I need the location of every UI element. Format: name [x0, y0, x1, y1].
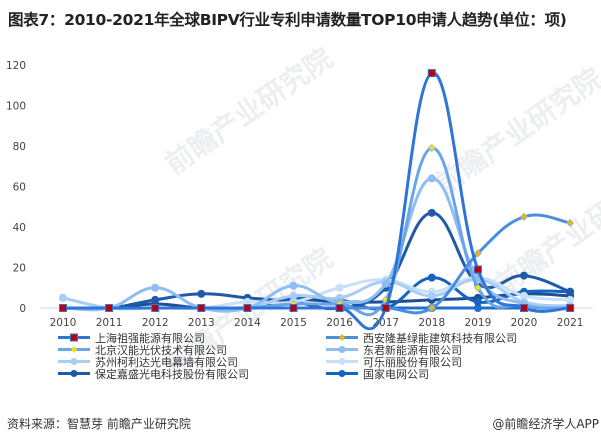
- legend-label: 北京汉能光伏技术有限公司: [95, 343, 227, 357]
- x-tick-label: 2011: [96, 317, 123, 329]
- data-point: [427, 303, 436, 313]
- data-point: [151, 283, 160, 292]
- x-tick-label: 2015: [280, 317, 307, 329]
- x-tick-label: 2014: [234, 317, 261, 329]
- legend-label: 保定嘉盛光电科技股份有限公司: [95, 367, 249, 381]
- y-tick-label: 100: [6, 101, 26, 113]
- data-point: [519, 212, 529, 221]
- chart-title: 图表7：2010-2021年全球BIPV行业专利申请数量TOP10申请人趋势(单…: [8, 11, 567, 29]
- data-point: [427, 273, 436, 282]
- data-point: [59, 304, 67, 312]
- data-point: [289, 304, 298, 312]
- legend-swatch-icon: [326, 346, 358, 353]
- legend-item: 东君新能源有限公司: [324, 343, 462, 357]
- y-tick-label: 120: [6, 60, 26, 72]
- data-point: [427, 208, 436, 217]
- data-point: [243, 297, 252, 306]
- data-point: [566, 304, 575, 312]
- x-tick-label: 2010: [50, 317, 77, 329]
- data-point: [520, 291, 528, 300]
- y-tick-label: 80: [13, 141, 26, 153]
- data-point: [520, 304, 528, 312]
- plot-area: [58, 69, 575, 330]
- y-tick-label: 60: [13, 182, 26, 194]
- legend-swatch-icon: [326, 370, 358, 377]
- legend-swatch-icon: [58, 358, 90, 365]
- series-line: [59, 69, 575, 330]
- legend-label: 苏州柯利达光电幕墙有限公司: [95, 355, 238, 369]
- legend-item: 可乐丽股份有限公司: [324, 355, 462, 369]
- legend-swatch-icon: [326, 358, 358, 365]
- legend-swatch-icon: [58, 370, 90, 377]
- data-point: [381, 279, 390, 288]
- legend-label: 上海祖强能源有限公司: [95, 331, 205, 345]
- data-point: [427, 143, 436, 153]
- data-point: [566, 295, 575, 304]
- source-note: 资料来源：智慧芽 前瞻产业研究院: [7, 417, 191, 431]
- data-point: [566, 287, 575, 296]
- x-tick-label: 2016: [326, 317, 353, 329]
- legend-swatch-icon: [58, 333, 90, 342]
- x-tick-label: 2020: [511, 317, 538, 329]
- data-point: [197, 304, 206, 312]
- data-point: [427, 174, 436, 183]
- data-point: [289, 291, 298, 300]
- data-point: [473, 265, 482, 274]
- data-point: [335, 304, 344, 312]
- legend-label: 可乐丽股份有限公司: [363, 355, 462, 369]
- data-point: [473, 249, 482, 258]
- data-point: [381, 304, 390, 312]
- data-point: [335, 283, 344, 292]
- legend-label: 西安隆基绿能建筑科技有限公司: [363, 331, 517, 345]
- y-tick-label: 20: [13, 263, 26, 275]
- x-tick-label: 2013: [188, 317, 215, 329]
- legend-swatch-icon: [58, 346, 90, 353]
- data-point: [105, 304, 114, 312]
- data-point: [520, 271, 528, 280]
- legend-item: 北京汉能光伏技术有限公司: [56, 343, 227, 357]
- x-tick-label: 2018: [418, 317, 445, 329]
- data-point: [473, 283, 482, 292]
- legend-label: 东君新能源有限公司: [363, 343, 462, 357]
- x-tick-label: 2019: [465, 317, 492, 329]
- data-point: [151, 295, 160, 304]
- legend-swatch-icon: [326, 334, 358, 341]
- data-point: [566, 218, 575, 228]
- series-line: [58, 143, 575, 317]
- x-tick-label: 2021: [557, 317, 584, 329]
- series-line: [59, 174, 575, 313]
- data-point: [197, 289, 206, 298]
- data-point: [289, 281, 298, 290]
- credit: @前瞻经济学人APP: [492, 417, 599, 431]
- y-axis: 0 20 40 60 80 100 120: [6, 60, 26, 315]
- legend-label: 国家电网公司: [363, 367, 429, 381]
- data-point: [243, 304, 252, 312]
- legend-item: 上海祖强能源有限公司: [56, 331, 205, 345]
- data-point: [427, 69, 436, 78]
- x-tick-label: 2012: [142, 317, 169, 329]
- x-axis: 2010 2011 2012 2013 2014 2015 2016 2017 2018 2019…: [50, 317, 584, 329]
- legend-item: 国家电网公司: [324, 367, 429, 381]
- data-point: [151, 304, 160, 312]
- data-point: [473, 297, 482, 306]
- data-point: [59, 293, 67, 302]
- legend-item: 保定嘉盛光电科技股份有限公司: [56, 367, 249, 381]
- data-point: [473, 304, 482, 312]
- legend-item: 苏州柯利达光电幕墙有限公司: [56, 355, 238, 369]
- y-tick-label: 40: [13, 222, 26, 234]
- data-point: [427, 291, 436, 300]
- legend-item: 西安隆基绿能建筑科技有限公司: [324, 331, 517, 345]
- line-chart: 0 20 40 60 80 100 120 2010 2011 2012 2013 2014 2015…: [6, 60, 593, 330]
- y-tick-label: 0: [19, 303, 26, 315]
